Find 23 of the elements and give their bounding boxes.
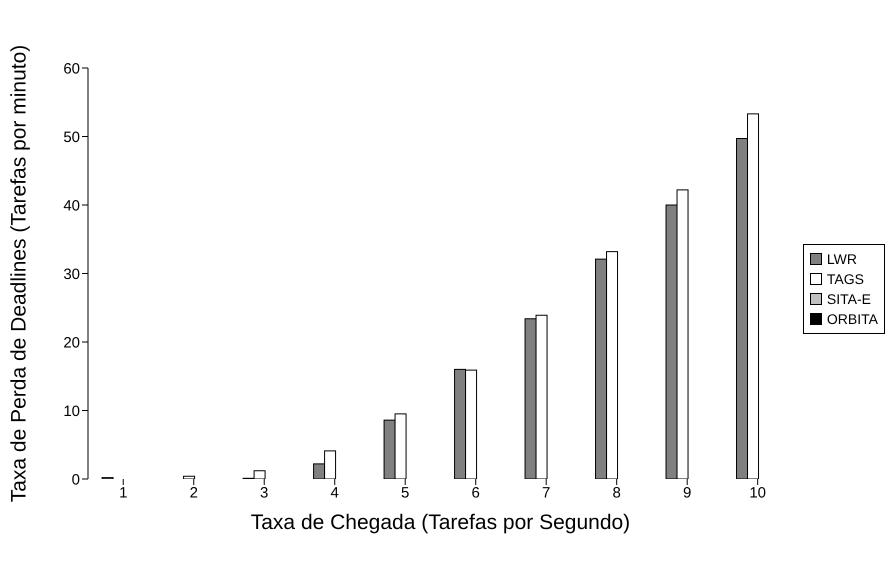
x-tick-label: 5: [401, 484, 410, 502]
y-tick-label: 50: [63, 128, 80, 146]
x-tick-label: 1: [119, 484, 128, 502]
x-tick-label: 6: [472, 484, 480, 502]
legend-label: ORBITA: [826, 310, 878, 328]
x-tick-label: 9: [683, 484, 692, 502]
y-tick-label: 0: [72, 471, 80, 488]
legend-label: SITA-E: [826, 290, 871, 308]
y-tick-label: 40: [63, 197, 80, 214]
y-tick-label: 60: [63, 60, 80, 78]
y-tick-label: 30: [63, 266, 80, 283]
x-tick-label: 4: [330, 484, 339, 502]
x-tick-label: 10: [749, 484, 766, 502]
x-tick-label: 7: [542, 484, 550, 502]
y-axis-title: Taxa de Perda de Deadlines (Tarefas por minuto): [7, 44, 30, 502]
x-tick-label: 8: [612, 484, 621, 502]
y-tick-label: 10: [63, 402, 80, 420]
legend-label: LWR: [826, 250, 857, 268]
legend-label: TAGS: [826, 270, 864, 288]
x-tick-label: 2: [190, 484, 198, 502]
y-tick-label: 20: [63, 334, 80, 352]
x-tick-label: 3: [260, 484, 268, 502]
x-axis-title: Taxa de Chegada (Tarefas por Segundo): [250, 511, 630, 534]
